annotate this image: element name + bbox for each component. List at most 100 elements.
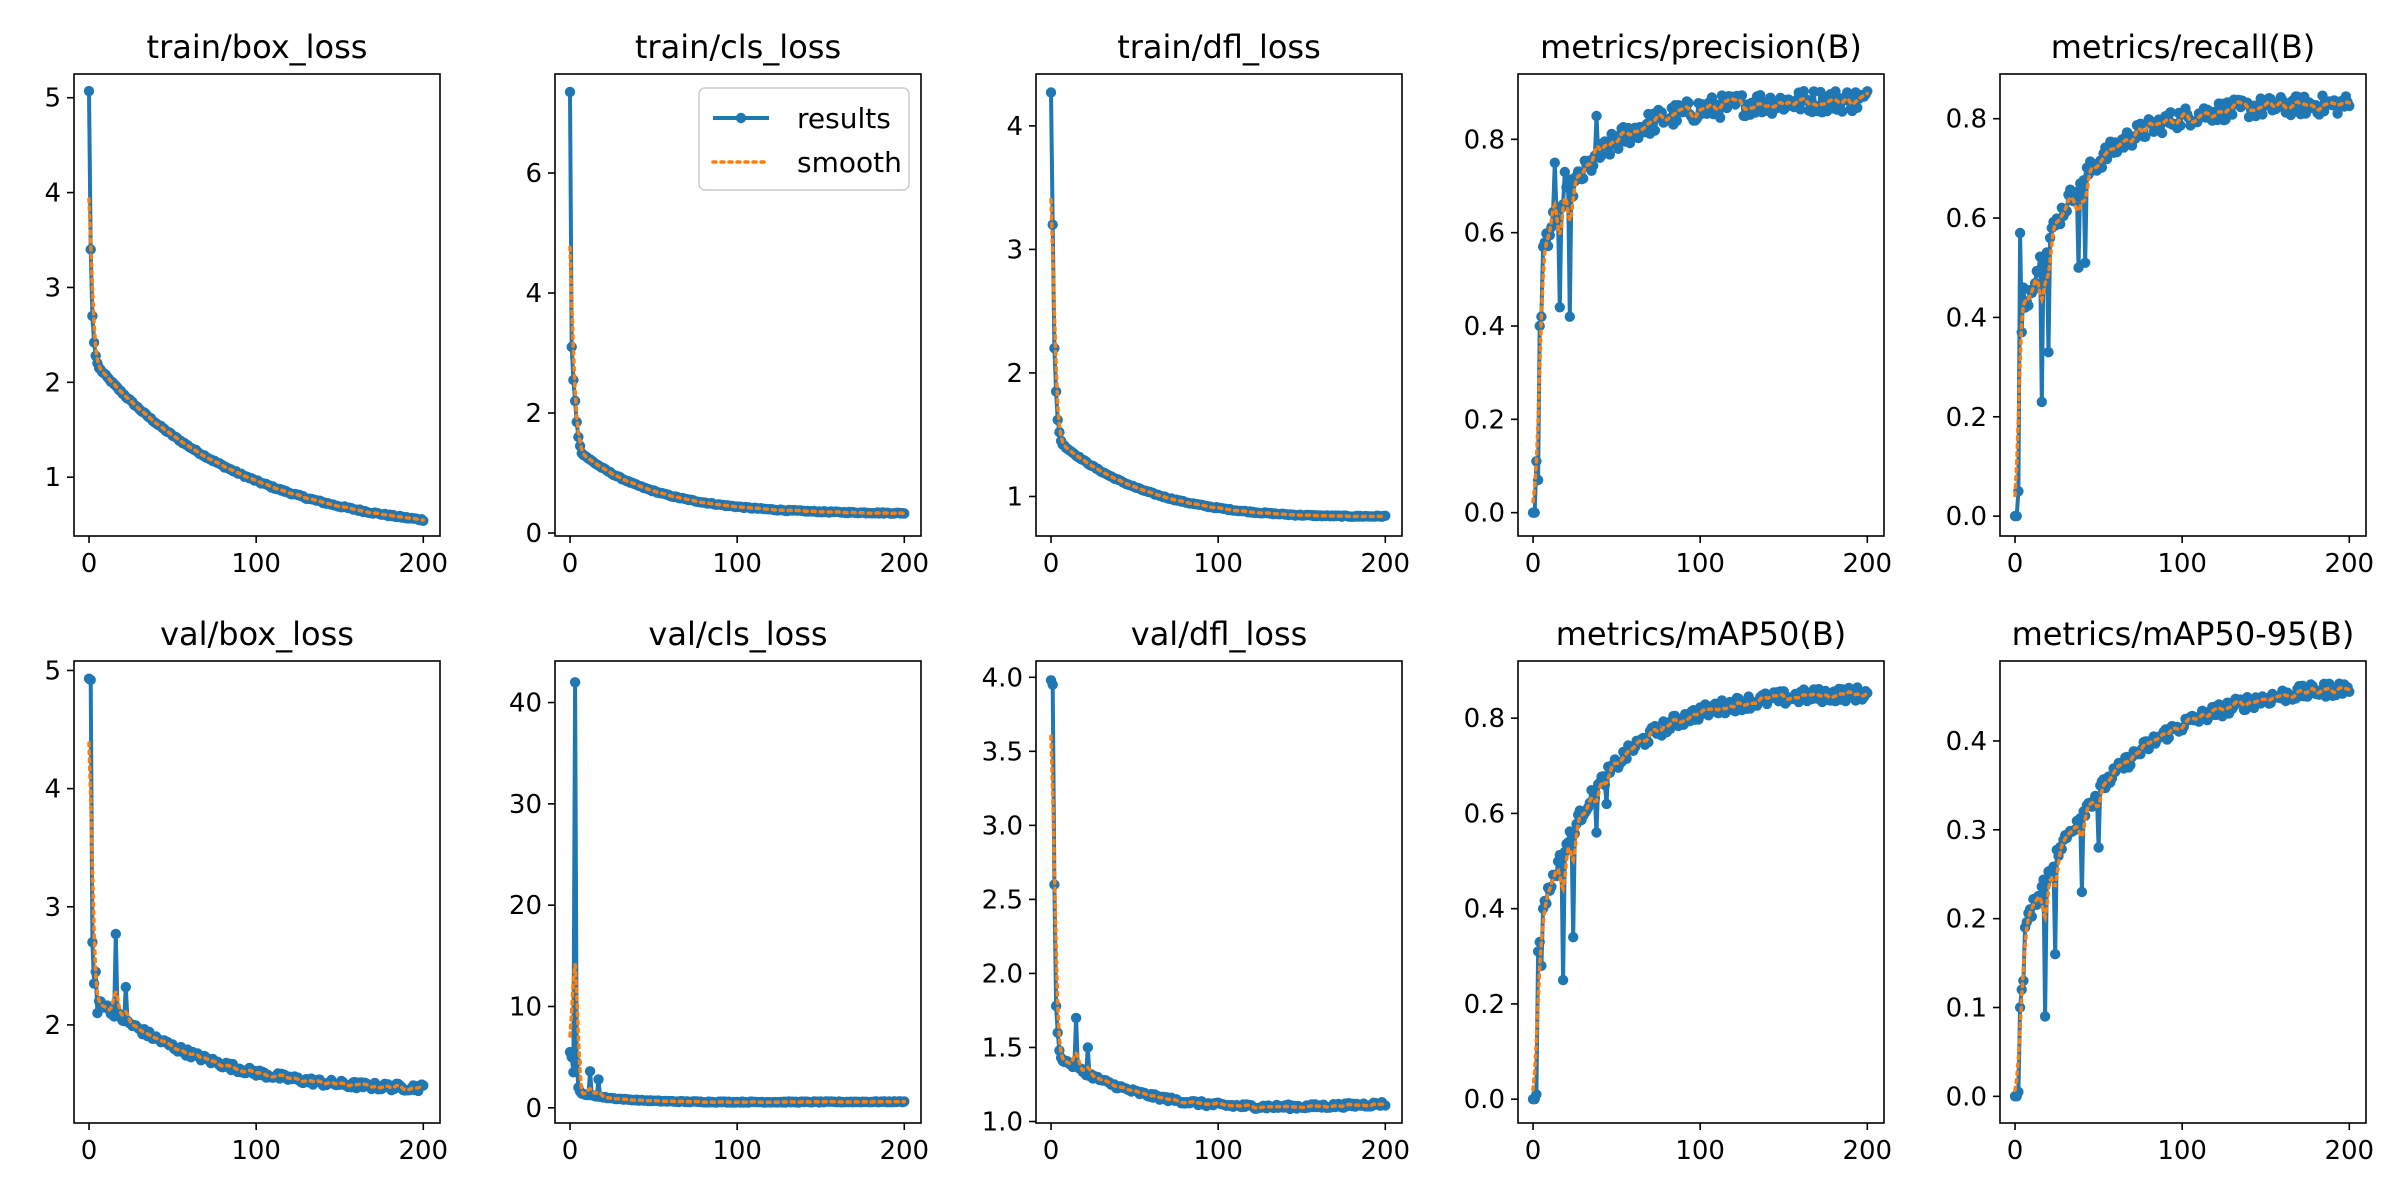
axes-frame	[1035, 73, 1403, 537]
series-results	[1527, 682, 1873, 1105]
results-line	[568, 680, 906, 1105]
series-smooth	[568, 245, 907, 516]
smooth-line	[568, 245, 907, 516]
smooth-line	[568, 964, 907, 1105]
y-tick-label: 2	[44, 368, 61, 398]
x-tick-label: 0	[2007, 1136, 2024, 1166]
y-tick-label: 3.0	[982, 811, 1023, 841]
y-tick-label: 0.6	[1464, 799, 1505, 829]
data-point	[1564, 311, 1576, 322]
data-point	[90, 966, 101, 977]
data-point	[1559, 166, 1571, 178]
data-point	[1591, 110, 1602, 122]
y-tick-label: 0.8	[1464, 125, 1505, 155]
x-tick-label: 100	[1675, 549, 1725, 579]
data-point	[1604, 149, 1616, 160]
x-tick-label: 100	[2157, 1136, 2207, 1166]
data-point	[2227, 109, 2238, 120]
x-tick-label: 100	[2157, 549, 2207, 579]
data-point	[2016, 984, 2027, 995]
data-point	[1070, 1012, 1082, 1024]
y-tick-label: 6	[525, 159, 542, 189]
axes-frame	[1035, 660, 1403, 1124]
data-point	[2033, 266, 2044, 277]
y-tick-label: 0	[525, 519, 542, 549]
data-point	[1556, 857, 1567, 869]
y-tick-label: 4	[525, 279, 542, 309]
data-point	[1715, 112, 1726, 124]
y-tick-label: 0.4	[1946, 303, 1987, 333]
y-tick-label: 4	[44, 775, 61, 805]
legend-smooth-label: smooth	[797, 146, 902, 179]
smooth-line	[1049, 197, 1388, 519]
y-tick-label: 0.0	[1946, 1082, 1987, 1112]
y-tick-label: 4.0	[982, 663, 1023, 693]
x-tick-label: 0	[562, 1136, 579, 1166]
y-tick-label: 30	[509, 790, 542, 820]
data-point	[2011, 510, 2022, 522]
series-smooth	[1531, 690, 1870, 1092]
data-point	[1557, 974, 1569, 986]
data-point	[1852, 102, 1863, 114]
data-point	[1621, 753, 1632, 764]
data-point	[1649, 125, 1661, 136]
x-tick-label: 100	[1193, 549, 1243, 579]
legend-results-marker	[735, 112, 747, 124]
data-point	[1840, 696, 1851, 707]
chart-train-dfl-loss: train/dfl_loss 0 100 200 1 2 3 4	[1006, 28, 1410, 579]
data-point	[1837, 106, 1848, 117]
smooth-line	[1531, 91, 1870, 504]
chart-title: metrics/precision(B)	[1540, 28, 1862, 66]
series-smooth	[1049, 197, 1388, 519]
series-results	[2009, 90, 2355, 522]
data-point	[2039, 1011, 2051, 1022]
y-tick-label: 0.2	[1946, 403, 1987, 433]
y-tick-label: 0.4	[1946, 727, 1987, 757]
y-tick-label: 0.0	[1464, 1085, 1505, 1115]
chart-val-box-loss: val/box_loss 0 100 200 2 3 4 5	[44, 615, 448, 1166]
data-point	[593, 1074, 604, 1085]
y-tick-label: 0.2	[1464, 990, 1505, 1020]
chart-title: metrics/mAP50(B)	[1556, 615, 1847, 653]
x-tick-label: 0	[2007, 549, 2024, 579]
y-tick-label: 40	[509, 689, 542, 719]
y-tick-label: 0.4	[1464, 895, 1505, 925]
data-point	[1380, 510, 1391, 521]
x-tick-label: 200	[1360, 549, 1410, 579]
chart-metrics-recall-b: metrics/recall(B) 0 100 200 0.0 0.2 0.4 0.6 0.8	[1946, 28, 2374, 579]
data-point	[2332, 108, 2343, 119]
data-point	[1591, 827, 1602, 838]
data-point	[1568, 932, 1579, 943]
smooth-line	[1531, 690, 1870, 1092]
x-tick-label: 200	[2324, 1136, 2374, 1166]
series-smooth	[568, 964, 907, 1105]
series-smooth	[87, 197, 426, 522]
data-point	[2043, 347, 2054, 358]
y-tick-label: 5	[44, 84, 61, 114]
results-line	[1532, 89, 1870, 515]
data-point	[1795, 104, 1806, 115]
x-tick-label: 200	[1360, 1136, 1410, 1166]
data-point	[1562, 837, 1574, 848]
chart-title: metrics/recall(B)	[2051, 28, 2316, 66]
chart-metrics-map50-95-b: metrics/mAP50-95(B) 0 100 200 0.0 0.1 0.2 0.3 0.…	[1946, 615, 2374, 1166]
y-tick-label: 4	[44, 179, 61, 209]
y-tick-label: 0.6	[1946, 204, 1987, 234]
results-line	[1049, 679, 1387, 1111]
x-tick-label: 100	[712, 549, 762, 579]
data-point	[2156, 127, 2168, 139]
data-point	[2014, 227, 2026, 239]
data-point	[2076, 886, 2088, 898]
y-tick-label: 3	[44, 273, 61, 303]
series-results	[2009, 678, 2355, 1102]
axes-frame	[1517, 660, 1885, 1124]
series-results	[564, 677, 910, 1108]
x-tick-label: 200	[879, 1136, 929, 1166]
data-point	[1633, 132, 1644, 144]
smooth-line	[2013, 99, 2352, 498]
series-results	[83, 673, 429, 1097]
data-point	[569, 677, 581, 688]
y-tick-label: 0.1	[1946, 994, 1987, 1024]
x-tick-label: 100	[231, 549, 281, 579]
